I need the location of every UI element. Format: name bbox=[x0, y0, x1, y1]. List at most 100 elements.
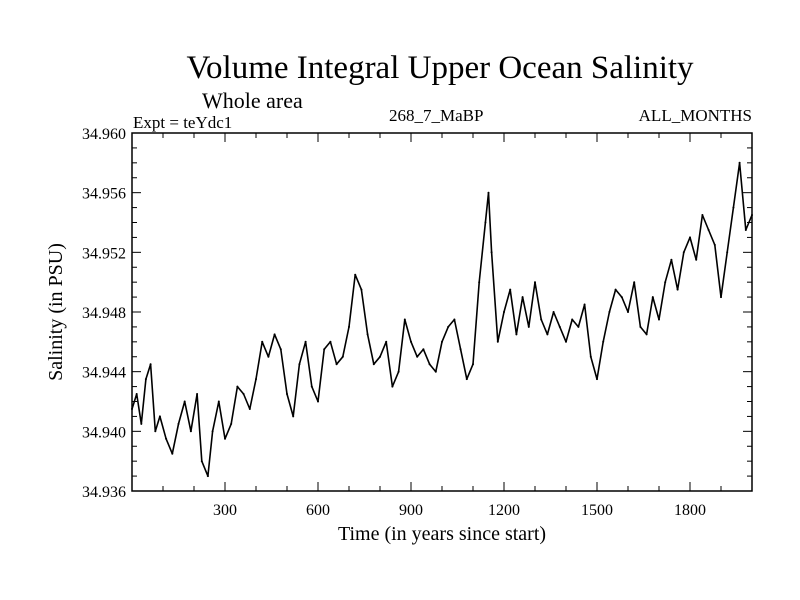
data-point bbox=[633, 281, 636, 284]
data-point bbox=[540, 318, 543, 321]
data-point bbox=[515, 333, 518, 336]
data-point bbox=[447, 325, 450, 328]
x-axis-label: Time (in years since start) bbox=[338, 523, 546, 545]
chart-title: Volume Integral Upper Ocean Salinity bbox=[186, 50, 694, 86]
data-point bbox=[144, 378, 147, 381]
data-point bbox=[434, 370, 437, 373]
data-point bbox=[459, 348, 462, 351]
data-point bbox=[527, 325, 530, 328]
data-point bbox=[441, 340, 443, 343]
data-point bbox=[490, 251, 493, 254]
x-tick-label: 1500 bbox=[581, 502, 613, 519]
data-point bbox=[267, 355, 270, 358]
y-tick-label: 34.936 bbox=[82, 484, 126, 501]
data-point bbox=[428, 363, 431, 366]
data-point bbox=[211, 430, 214, 433]
data-point bbox=[248, 408, 251, 410]
data-point bbox=[744, 229, 747, 231]
data-point bbox=[651, 296, 654, 299]
data-point bbox=[171, 452, 174, 455]
data-point bbox=[487, 191, 490, 194]
data-point bbox=[670, 258, 673, 261]
data-point bbox=[602, 340, 605, 343]
data-point bbox=[304, 340, 307, 343]
data-point bbox=[577, 325, 580, 328]
data-point bbox=[354, 273, 357, 276]
data-point bbox=[478, 281, 481, 284]
data-point bbox=[298, 363, 301, 366]
y-tick-label: 34.960 bbox=[82, 126, 126, 143]
data-point bbox=[453, 318, 456, 321]
axis-ticks bbox=[132, 132, 752, 492]
data-point bbox=[292, 415, 295, 418]
data-point bbox=[732, 206, 735, 209]
data-point bbox=[236, 385, 239, 388]
experiment-label: Expt = teYdc1 bbox=[133, 113, 233, 132]
data-point bbox=[738, 161, 741, 164]
data-point bbox=[279, 348, 282, 351]
data-point bbox=[620, 296, 623, 299]
data-point bbox=[217, 400, 220, 403]
data-point bbox=[676, 288, 679, 291]
data-point bbox=[140, 422, 143, 425]
data-point bbox=[707, 229, 710, 231]
data-point bbox=[552, 311, 555, 313]
y-tick-label: 34.944 bbox=[82, 365, 126, 382]
data-point bbox=[273, 333, 276, 336]
salinity-series-line bbox=[131, 162, 753, 477]
data-point bbox=[534, 281, 536, 284]
y-axis-label: Salinity (in PSU) bbox=[45, 243, 67, 381]
data-point bbox=[496, 340, 499, 343]
axis-tick-labels: 300 600 900 1200 1500 1800 34.936 34.940 34.944 3… bbox=[82, 126, 706, 519]
data-point bbox=[521, 296, 524, 299]
data-point bbox=[546, 333, 549, 336]
data-point bbox=[589, 355, 592, 358]
series-points bbox=[131, 161, 753, 478]
data-point bbox=[509, 288, 512, 291]
data-point bbox=[149, 363, 152, 366]
data-point bbox=[571, 318, 574, 321]
data-point bbox=[645, 333, 648, 336]
x-tick-label: 600 bbox=[306, 502, 330, 519]
data-point bbox=[465, 378, 468, 381]
data-point bbox=[689, 236, 691, 239]
data-point bbox=[503, 311, 505, 313]
data-point bbox=[484, 221, 487, 224]
data-point bbox=[410, 340, 412, 343]
data-point bbox=[242, 393, 245, 395]
data-point bbox=[608, 311, 611, 313]
y-tick-label: 34.948 bbox=[82, 305, 126, 322]
x-tick-label: 1200 bbox=[488, 502, 520, 519]
data-point bbox=[422, 348, 425, 351]
data-point bbox=[154, 430, 157, 433]
data-point bbox=[329, 340, 332, 343]
data-point bbox=[230, 422, 233, 425]
data-point bbox=[614, 288, 617, 291]
data-point bbox=[658, 318, 660, 321]
data-point bbox=[372, 363, 375, 366]
run-id-label: 268_7_MaBP bbox=[389, 106, 484, 125]
y-tick-label: 34.956 bbox=[82, 186, 126, 203]
data-point bbox=[403, 318, 406, 321]
x-tick-label: 900 bbox=[399, 502, 423, 519]
data-point bbox=[196, 393, 199, 395]
data-point bbox=[317, 400, 319, 403]
data-point bbox=[165, 437, 168, 440]
data-point bbox=[695, 258, 698, 261]
data-point bbox=[366, 333, 369, 336]
data-point bbox=[664, 281, 667, 284]
data-point bbox=[200, 460, 203, 463]
x-tick-label: 1800 bbox=[674, 502, 706, 519]
data-point bbox=[751, 214, 753, 216]
data-point bbox=[639, 325, 642, 328]
data-point bbox=[177, 422, 180, 425]
data-point bbox=[391, 385, 394, 388]
data-point bbox=[720, 296, 722, 299]
data-point bbox=[726, 251, 729, 254]
data-point bbox=[348, 325, 350, 328]
data-point bbox=[397, 370, 400, 373]
months-label: ALL_MONTHS bbox=[638, 106, 752, 125]
data-point bbox=[379, 355, 381, 358]
data-point bbox=[341, 355, 344, 358]
